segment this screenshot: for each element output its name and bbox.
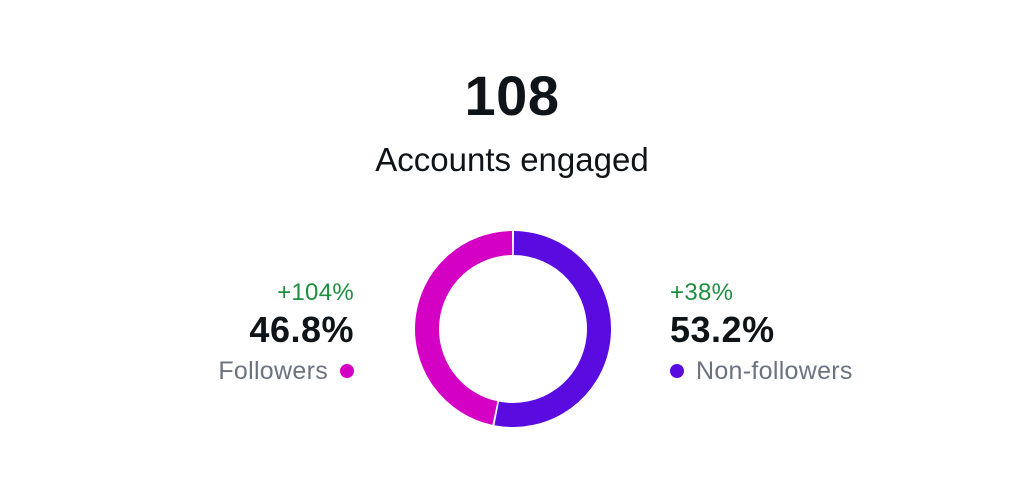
non-followers-label: Non-followers xyxy=(696,357,853,385)
accounts-engaged-label: Accounts engaged xyxy=(375,141,649,178)
followers-change: +104% xyxy=(277,279,354,306)
followers-color-dot xyxy=(340,364,354,378)
followers-segment xyxy=(415,231,513,425)
followers-percent: 46.8% xyxy=(249,309,354,350)
non-followers-segment xyxy=(494,231,611,427)
non-followers-color-dot xyxy=(670,364,684,378)
legend-followers: +104% 46.8% Followers xyxy=(218,279,354,387)
followers-label: Followers xyxy=(218,357,328,385)
accounts-engaged-total: 108 xyxy=(464,64,560,127)
non-followers-change: +38% xyxy=(670,279,734,306)
audience-donut-chart xyxy=(415,231,611,427)
non-followers-percent: 53.2% xyxy=(670,309,775,350)
legend-non-followers: +38% 53.2% Non-followers xyxy=(670,279,853,387)
